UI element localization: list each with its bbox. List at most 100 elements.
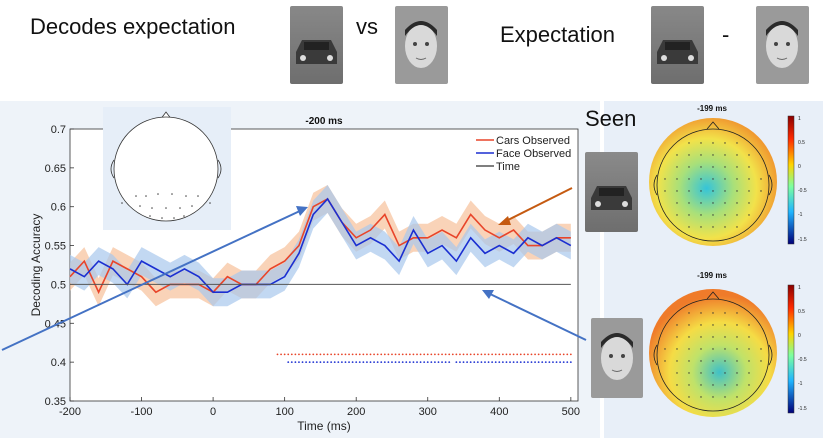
- significance-dot: [552, 353, 554, 356]
- significance-dot: [330, 353, 333, 356]
- electrode-dot: [724, 336, 726, 338]
- electrode-dot: [724, 396, 726, 398]
- electrode-dot: [676, 154, 678, 156]
- significance-dot: [441, 361, 443, 364]
- significance-dot: [301, 353, 304, 356]
- electrode-dot: [724, 324, 726, 326]
- significance-dot: [559, 361, 562, 364]
- significance-dot: [437, 361, 440, 364]
- electrode-dot: [712, 154, 714, 156]
- significance-dot: [308, 361, 311, 364]
- significance-dot: [369, 361, 372, 364]
- electrode-dot: [688, 348, 690, 350]
- electrode-dot: [712, 214, 714, 216]
- electrode-dot: [700, 214, 702, 216]
- face-image-diff: [756, 6, 809, 84]
- electrode-dot: [688, 166, 690, 168]
- significance-dot: [434, 353, 436, 356]
- electrode-dot: [161, 217, 163, 219]
- legend-label-cars: Cars Observed: [496, 135, 570, 147]
- significance-dot: [469, 353, 472, 356]
- face-icon: [601, 333, 633, 380]
- electrode-dot: [712, 312, 714, 314]
- significance-dot: [434, 361, 436, 364]
- significance-dot: [337, 353, 340, 356]
- electrode-dot: [171, 193, 173, 195]
- significance-dot: [473, 361, 476, 364]
- significance-dot: [491, 361, 494, 364]
- significance-dot: [548, 361, 551, 364]
- significance-dot: [283, 353, 286, 356]
- electrode-dot: [121, 202, 123, 204]
- electrode-dot: [676, 166, 678, 168]
- electrode-dot: [700, 324, 702, 326]
- significance-dot: [512, 353, 515, 356]
- significance-dot: [416, 361, 418, 364]
- significance-dot: [305, 353, 308, 356]
- electrode-dot: [688, 226, 690, 228]
- electrode-dot: [157, 193, 159, 195]
- electrode-dot: [712, 372, 714, 374]
- face-image-topomap: [591, 318, 643, 398]
- significance-dot: [323, 361, 325, 364]
- electrode-dot: [712, 142, 714, 144]
- significance-dot: [469, 361, 472, 364]
- electrode-dot: [209, 202, 211, 204]
- significance-dot: [527, 353, 529, 356]
- significance-dot: [398, 353, 401, 356]
- significance-dot: [448, 361, 451, 364]
- colorbar-2-tick: 1: [798, 285, 801, 291]
- significance-dot: [566, 361, 569, 364]
- significance-dot: [351, 353, 354, 356]
- electrode-dot: [760, 178, 762, 180]
- electrode-dot: [135, 195, 137, 197]
- electrode-dot: [183, 215, 185, 217]
- electrode-dot: [676, 336, 678, 338]
- significance-dot: [298, 353, 300, 356]
- significance-dot: [319, 353, 322, 356]
- header-expectation-label: Expectation: [500, 22, 615, 47]
- significance-dot: [487, 353, 490, 356]
- electrode-dot: [676, 348, 678, 350]
- topomap-2-scalp: [649, 289, 777, 417]
- colorbar-2-tick: -1.5: [798, 406, 807, 412]
- electrode-dot: [736, 178, 738, 180]
- significance-dot: [459, 361, 461, 364]
- significance-dot: [426, 361, 429, 364]
- significance-dot: [383, 361, 386, 364]
- significance-dot: [298, 361, 300, 364]
- significance-dot: [373, 361, 375, 364]
- significance-dot: [366, 361, 368, 364]
- significance-dot: [351, 361, 354, 364]
- series-line-0: [69, 197, 571, 295]
- significance-dot: [559, 353, 562, 356]
- colorbar-1-tick: -0.5: [798, 188, 807, 194]
- electrode-dot: [676, 360, 678, 362]
- significance-dot: [315, 361, 318, 364]
- significance-dot: [408, 353, 411, 356]
- significance-dot: [280, 353, 282, 356]
- electrode-dot: [688, 396, 690, 398]
- electrode-dot: [736, 226, 738, 228]
- electrode-dot: [700, 166, 702, 168]
- significance-dot: [312, 361, 315, 364]
- significance-dot: [337, 361, 340, 364]
- electrode-dot: [736, 360, 738, 362]
- significance-dot: [358, 353, 361, 356]
- significance-dot: [476, 361, 479, 364]
- topomap-2-colorbar: [787, 284, 795, 414]
- significance-dot: [505, 361, 508, 364]
- significance-dot: [487, 361, 490, 364]
- electrode-dot: [748, 214, 750, 216]
- electrode-dot: [736, 372, 738, 374]
- significance-dot: [494, 353, 497, 356]
- significance-dot: [430, 361, 433, 364]
- significance-dot: [566, 353, 569, 356]
- electrode-dot: [736, 142, 738, 144]
- significance-dot: [301, 361, 304, 364]
- significance-dot: [294, 353, 297, 356]
- electrode-dot: [688, 214, 690, 216]
- significance-dot: [519, 353, 522, 356]
- head-inset-icon: [110, 111, 222, 222]
- electrode-dot: [688, 312, 690, 314]
